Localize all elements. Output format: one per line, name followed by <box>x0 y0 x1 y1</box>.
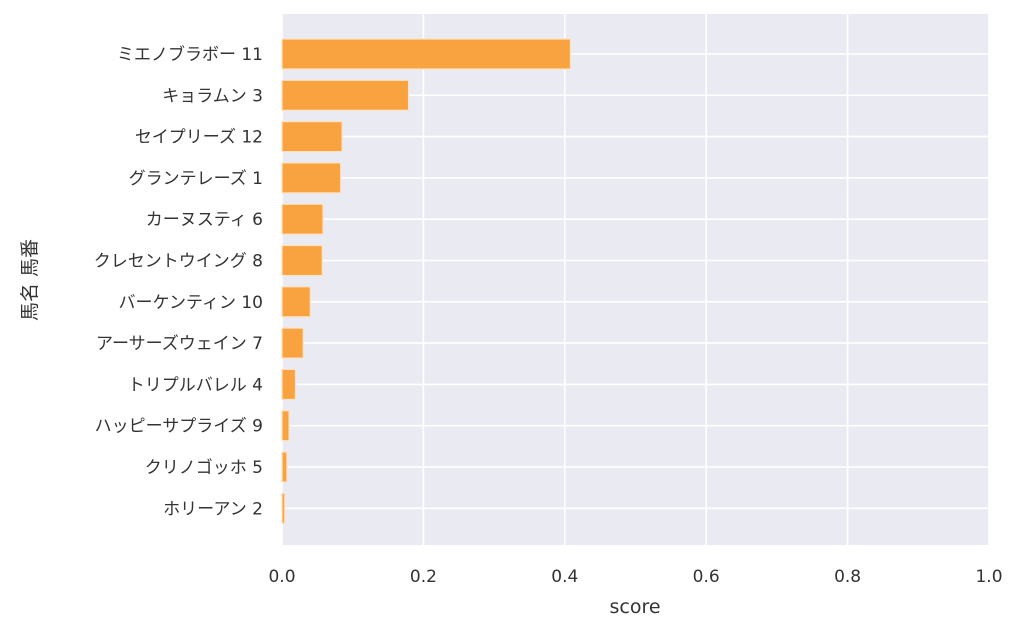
x-axis-label: score <box>609 596 660 618</box>
x-tick-label: 0.0 <box>268 567 295 587</box>
bar <box>281 244 323 277</box>
bar <box>281 162 342 194</box>
bar <box>281 368 297 400</box>
y-tick-label: クレセントウイング 8 <box>94 252 263 272</box>
y-tick-labels: ミエノブラボー 11 キョラムン 3 セイプリーズ 12 グランテレーズ 1 カーヌステ… <box>94 44 263 519</box>
bar <box>281 410 290 442</box>
bar <box>281 492 286 524</box>
x-tick-label: 0.2 <box>410 567 437 587</box>
y-tick-label: トリプルバレル 4 <box>128 375 263 395</box>
bar <box>281 79 410 111</box>
y-tick-label: ミエノブラボー 11 <box>117 44 263 65</box>
y-tick-label: グランテレーズ 1 <box>129 169 263 189</box>
y-tick-label: ホリーアン 2 <box>163 499 263 519</box>
y-tick-label: クリノゴッホ 5 <box>145 457 263 478</box>
y-tick-label: カーヌスティ 6 <box>146 210 263 230</box>
bar <box>281 451 288 483</box>
x-tick-label: 0.8 <box>834 567 861 587</box>
bar <box>281 286 311 318</box>
y-axis-label: 馬名 馬番 <box>19 239 41 321</box>
x-tick-label: 0.4 <box>551 567 578 587</box>
bar <box>281 38 572 70</box>
y-tick-label: ハッピーサプライズ 9 <box>95 417 263 437</box>
bar <box>281 203 324 235</box>
y-tick-label: バーケンティン 10 <box>118 293 263 313</box>
bars <box>281 38 572 524</box>
bar <box>281 327 304 359</box>
y-tick-label: セイプリーズ 12 <box>135 128 263 148</box>
bar <box>281 120 343 153</box>
x-tick-labels: 0.0 0.2 0.4 0.6 0.8 1.0 <box>268 567 1002 587</box>
y-tick-label: アーサーズウェイン 7 <box>96 334 263 354</box>
x-tick-label: 1.0 <box>975 567 1002 587</box>
y-tick-label: キョラムン 3 <box>162 86 263 106</box>
x-tick-label: 0.6 <box>693 567 720 587</box>
